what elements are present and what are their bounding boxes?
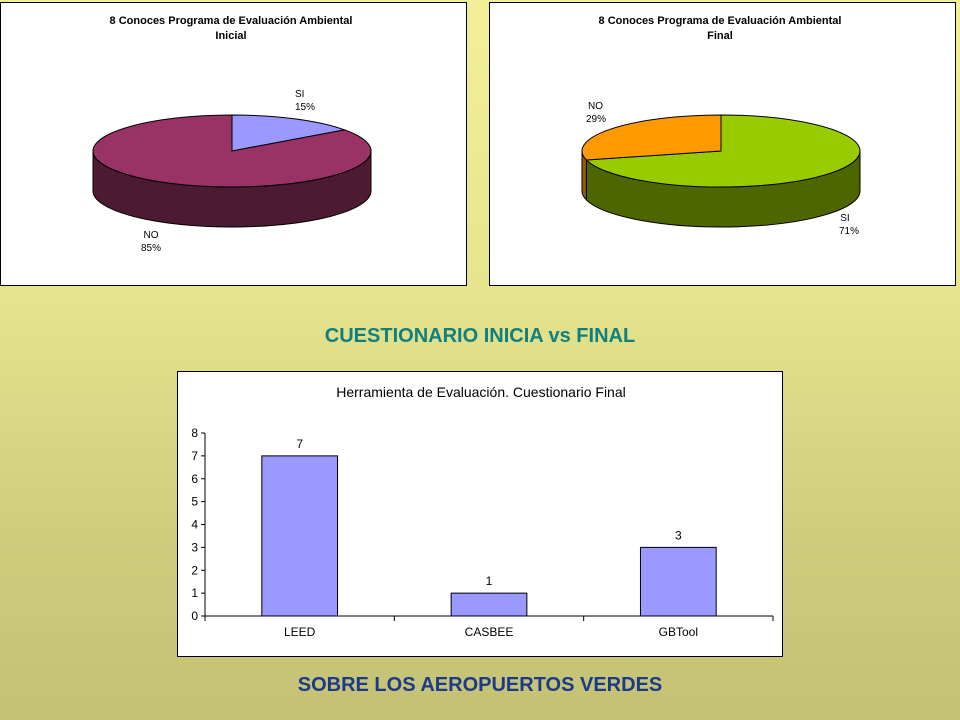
bar-chart-herramienta: Herramienta de Evaluación. Cuestionario … [177,371,783,657]
pie-final-slice-no [581,114,722,161]
pie-final-title-line-2: Final [707,30,733,42]
pie-inicial-slice-no [92,114,372,188]
pie-chart-inicial: 8 Conoces Programa de Evaluación Ambient… [0,2,467,286]
pie-final-pct-si: 71% [839,226,859,237]
y-tick-label: 8 [191,426,198,440]
pie-inicial-slice-si [231,114,347,152]
pie-inicial-pct-si: 15% [295,102,315,113]
y-tick-label: 6 [191,472,198,486]
bar-chart-herramienta-svg: Herramienta de Evaluación. Cuestionario … [191,384,774,639]
heading-aeropuertos: SOBRE LOS AEROPUERTOS VERDES [297,674,663,696]
pie-chart-final-svg: 8 Conoces Programa de Evaluación Ambient… [581,15,861,237]
x-tick-label-casbee: CASBEE [465,625,514,639]
bar-gbtool [639,546,717,617]
pie-inicial-label-si: SI [295,89,304,100]
y-tick-label: 5 [191,495,198,509]
pie-inicial-label-no: NO [144,230,159,241]
pie-final-slices [581,114,861,228]
x-tick-label-gbtool: GBTool [659,625,698,639]
y-tick-label: 0 [191,609,198,623]
pie-chart-final: 8 Conoces Programa de Evaluación Ambient… [489,2,956,286]
data-label-gbtool: 3 [675,528,682,542]
pie-final-pct-no: 29% [586,114,606,125]
data-label-leed: 7 [296,437,303,451]
pie-final-label-si: SI [840,213,849,224]
y-tick-label: 2 [191,563,198,577]
pie-final-slice-si [585,114,861,188]
data-label-casbee: 1 [486,574,493,588]
bar-chart-title: Herramienta de Evaluación. Cuestionario … [336,384,625,400]
bar-casbee [450,592,528,617]
y-tick-label: 1 [191,586,198,600]
heading-cuestionario: CUESTIONARIO INICIA vs FINAL [324,325,636,347]
bar-leed [261,455,339,617]
pie-inicial-title-line-1: 8 Conoces Programa de Evaluación Ambient… [110,15,353,27]
pie-chart-inicial-svg: 8 Conoces Programa de Evaluación Ambient… [92,15,372,254]
y-tick-label: 7 [191,449,198,463]
y-tick-label: 4 [191,518,198,532]
pie-final-title-line-1: 8 Conoces Programa de Evaluación Ambient… [599,15,842,27]
x-tick-label-leed: LEED [284,625,316,639]
y-tick-label: 3 [191,540,198,554]
pie-inicial-pct-no: 85% [141,243,161,254]
bar-chart-marks: 7 LEED 1 CASBEE 3 GBTool [261,437,717,639]
pie-inicial-slices [92,114,372,228]
pie-final-label-no: NO [588,101,603,112]
pie-inicial-title-line-2: Inicial [215,30,246,42]
